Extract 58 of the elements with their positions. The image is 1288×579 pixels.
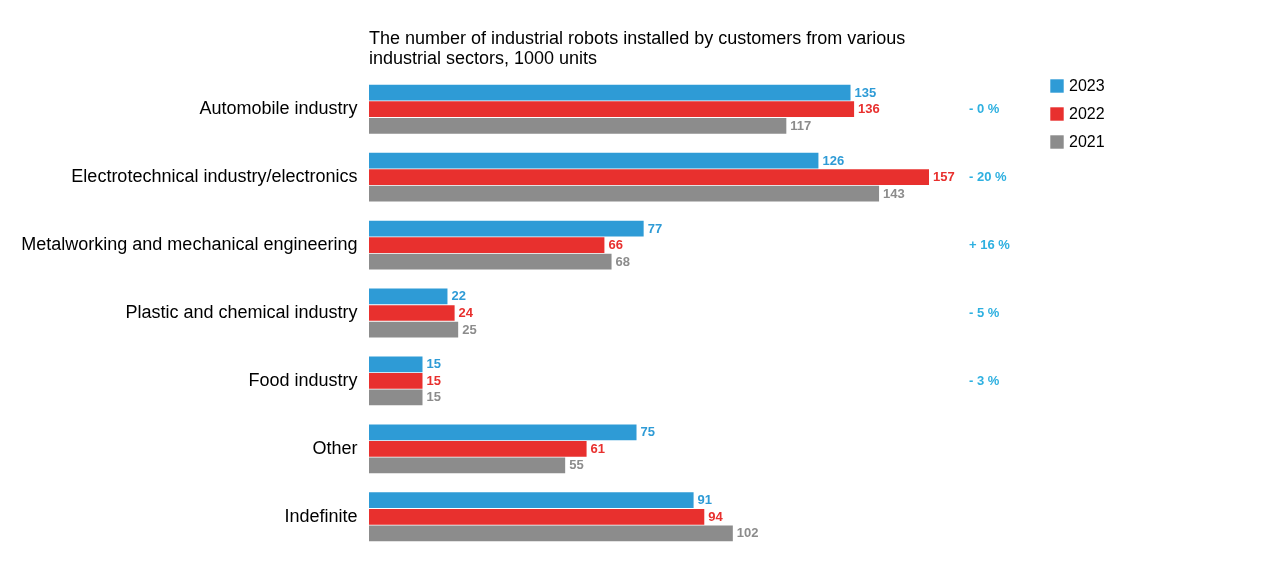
data-label: 102 bbox=[736, 525, 759, 541]
bar bbox=[369, 117, 787, 134]
bar bbox=[369, 373, 423, 389]
bar bbox=[369, 457, 566, 474]
text: + 16 % bbox=[969, 237, 1011, 253]
data-label: 75 bbox=[640, 424, 655, 440]
bar bbox=[369, 220, 644, 237]
data-label: 143 bbox=[883, 185, 905, 201]
bar bbox=[369, 169, 929, 186]
data-label: 22 bbox=[451, 288, 466, 304]
y-tick-label: Other bbox=[312, 437, 358, 458]
data-label: 15 bbox=[426, 372, 441, 388]
bar bbox=[369, 389, 423, 406]
y-tick-label: Plastic and chemical industry bbox=[125, 302, 358, 322]
bar bbox=[369, 101, 855, 118]
data-label: 157 bbox=[933, 169, 955, 185]
bar bbox=[369, 492, 694, 509]
bar bbox=[369, 288, 448, 305]
data-label: 77 bbox=[647, 220, 663, 236]
text: - 3 % bbox=[969, 372, 1000, 388]
bar bbox=[369, 152, 819, 169]
y-tick-label: Indefinite bbox=[284, 505, 358, 526]
legend-label: 2023 bbox=[1069, 77, 1105, 94]
y-tick-label: Automobile industry bbox=[199, 98, 358, 119]
data-label: 117 bbox=[790, 117, 812, 133]
data-label: 61 bbox=[590, 440, 606, 456]
data-label: 68 bbox=[615, 253, 631, 269]
text: - 0 % bbox=[969, 101, 1000, 117]
bar bbox=[369, 305, 455, 321]
data-label: 15 bbox=[426, 356, 441, 372]
y-tick-label: Electrotechnical industry/electronics bbox=[71, 166, 358, 187]
y-tick-label: Metalworking and mechanical engineering bbox=[21, 234, 358, 255]
legend-label: 2022 bbox=[1069, 105, 1105, 122]
bar bbox=[369, 440, 587, 457]
data-label: 135 bbox=[854, 84, 877, 100]
bar bbox=[369, 185, 880, 202]
bar bbox=[369, 356, 423, 373]
data-label: 136 bbox=[858, 101, 880, 117]
data-label: 24 bbox=[458, 305, 474, 320]
legend-label: 2021 bbox=[1069, 133, 1105, 150]
data-label: 55 bbox=[569, 457, 584, 473]
data-label: 126 bbox=[822, 152, 845, 168]
text: - 5 % bbox=[969, 305, 1000, 320]
data-label: 91 bbox=[697, 492, 713, 508]
bar bbox=[369, 508, 705, 525]
data-label: 15 bbox=[426, 389, 441, 405]
text: - 20 % bbox=[969, 169, 1008, 185]
bar bbox=[369, 84, 851, 101]
data-label: 94 bbox=[708, 508, 724, 524]
data-label: 66 bbox=[608, 237, 623, 253]
bar bbox=[369, 321, 459, 338]
bar bbox=[369, 237, 605, 253]
bar bbox=[369, 525, 733, 542]
chart-title: The number of industrial robots installed by customers from various industrial sectors, 1000 units bbox=[369, 28, 906, 68]
y-tick-label: Food industry bbox=[248, 369, 358, 390]
bar bbox=[369, 424, 637, 441]
bar bbox=[369, 253, 612, 270]
data-label: 25 bbox=[462, 321, 477, 337]
